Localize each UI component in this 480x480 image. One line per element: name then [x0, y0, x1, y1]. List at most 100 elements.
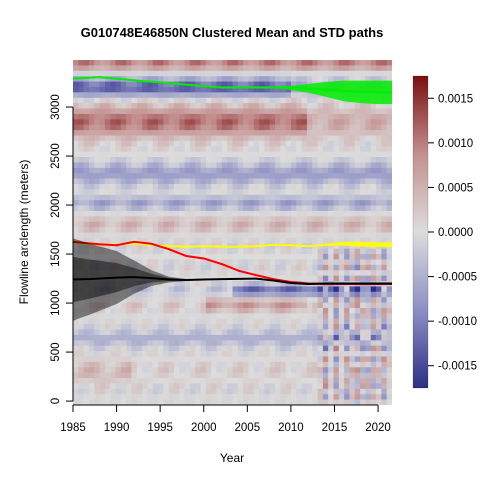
heatmap-cell	[163, 146, 170, 153]
heatmap-cell	[275, 367, 281, 374]
heatmap-cell	[147, 194, 154, 201]
heatmap-cell	[158, 108, 164, 115]
heatmap-cell	[386, 183, 392, 190]
heatmap-cell	[264, 60, 271, 66]
heatmap-cell	[200, 103, 207, 109]
heatmap-cell	[253, 76, 260, 82]
heatmap-cell	[88, 70, 95, 77]
heatmap-cell	[174, 140, 180, 147]
heatmap-cell	[338, 200, 345, 206]
heatmap-cell	[237, 183, 244, 190]
heatmap-cell	[376, 264, 382, 271]
heatmap-cell	[269, 237, 276, 244]
heatmap-cell	[328, 173, 334, 179]
heatmap-cell	[88, 378, 95, 384]
heatmap-cell	[152, 221, 159, 228]
heatmap-cell	[296, 291, 303, 298]
series-line	[73, 76, 392, 94]
heatmap-cell	[184, 216, 191, 223]
heatmap-cell	[110, 351, 116, 357]
heatmap-cell	[158, 60, 164, 66]
heatmap-cell	[189, 205, 196, 212]
heatmap-cell	[365, 318, 372, 325]
heatmap-cell	[189, 394, 196, 401]
heatmap-cell	[126, 200, 132, 206]
heatmap-cell	[131, 270, 138, 277]
heatmap-cell	[195, 86, 201, 93]
heatmap-cell	[136, 291, 143, 298]
heatmap-cell	[312, 205, 318, 212]
heatmap-cell	[338, 329, 345, 336]
heatmap-cell	[248, 254, 255, 260]
heatmap-cell	[370, 130, 377, 136]
heatmap-cell	[152, 151, 159, 158]
heatmap-cell	[259, 81, 265, 88]
heatmap-cell	[104, 307, 111, 314]
heatmap-cell	[322, 146, 329, 153]
heatmap-cell	[237, 399, 244, 405]
heatmap-cell	[333, 162, 340, 169]
heatmap-cell	[142, 124, 148, 131]
heatmap-cell	[243, 286, 249, 293]
heatmap-cell	[120, 367, 127, 374]
heatmap-cell	[328, 113, 334, 120]
heatmap-cell	[163, 281, 170, 287]
y-axis-label: Flowline arclength (meters)	[17, 160, 31, 305]
heatmap-cell	[354, 307, 361, 314]
heatmap-cell	[205, 329, 212, 336]
heatmap-cell	[189, 178, 196, 185]
heatmap-cell	[290, 367, 297, 374]
heatmap-cell	[195, 351, 201, 357]
heatmap-cell	[104, 243, 111, 250]
heatmap-cell	[365, 340, 372, 347]
heatmap-cell	[232, 92, 239, 99]
heatmap-cell	[370, 151, 377, 158]
heatmap-cell	[312, 135, 318, 142]
heatmap-cell	[360, 270, 366, 277]
heatmap-cell	[301, 151, 308, 158]
heatmap-cell	[83, 146, 90, 153]
heatmap-cell	[78, 173, 85, 179]
heatmap-cell	[94, 92, 100, 99]
heatmap-cell	[317, 130, 324, 136]
heatmap-cell	[99, 378, 106, 384]
heatmap-cell	[184, 194, 191, 201]
heatmap-cell	[78, 92, 85, 99]
heatmap-cell	[344, 254, 350, 260]
heatmap-cell	[344, 361, 350, 368]
heatmap-cell	[200, 173, 207, 179]
heatmap-cell	[179, 383, 186, 390]
heatmap-cell	[142, 248, 148, 255]
heatmap-cell	[338, 270, 345, 277]
heatmap-cell	[200, 146, 207, 153]
heatmap-cell	[317, 254, 324, 260]
heatmap-cell	[147, 140, 154, 147]
heatmap-cell	[184, 248, 191, 255]
heatmap-cell	[131, 248, 138, 255]
heatmap-cell	[195, 183, 201, 190]
heatmap-cell	[264, 108, 271, 115]
heatmap-cell	[99, 200, 106, 206]
heatmap-cell	[285, 103, 292, 109]
heatmap-cell	[280, 130, 287, 136]
heatmap-cell	[338, 291, 345, 298]
heatmap-cell	[354, 205, 361, 212]
heatmap-cell	[312, 286, 318, 293]
heatmap-cell	[365, 259, 372, 266]
heatmap-cell	[163, 378, 170, 384]
heatmap-cell	[216, 394, 223, 401]
heatmap-cell	[290, 399, 297, 405]
heatmap-cell	[381, 232, 388, 239]
heatmap-cell	[280, 162, 287, 169]
heatmap-cell	[328, 361, 334, 368]
heatmap-cell	[120, 259, 127, 266]
heatmap-cell	[306, 113, 313, 120]
heatmap-cell	[152, 356, 159, 363]
heatmap-cell	[179, 237, 186, 244]
heatmap-cell	[104, 221, 111, 228]
heatmap-cell	[221, 318, 228, 325]
heatmap-cell	[381, 372, 388, 379]
heatmap-cell	[322, 302, 329, 309]
heatmap-cell	[354, 119, 361, 126]
heatmap-cell	[344, 167, 350, 174]
